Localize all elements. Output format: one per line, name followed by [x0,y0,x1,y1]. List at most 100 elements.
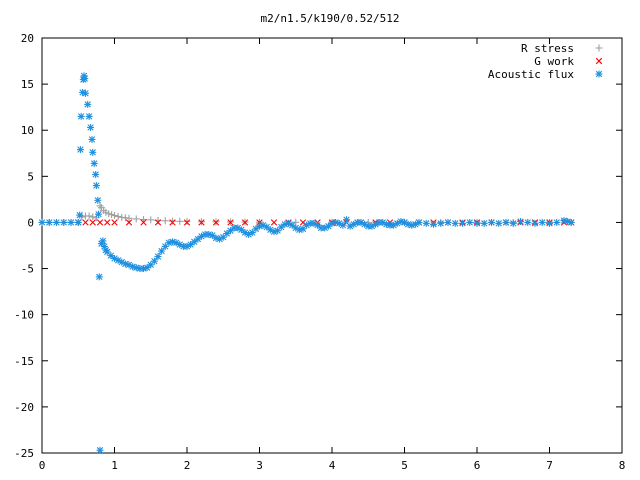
legend-label: G work [534,55,574,68]
data-point [132,215,140,223]
data-point [459,219,466,227]
legend-marker-stroke [595,70,603,78]
data-point-stroke [234,224,241,232]
data-point-stroke [67,219,75,226]
y-tick-label: 20 [21,32,34,45]
data-point-stroke [169,219,176,226]
data-point [183,219,191,226]
data-point [90,159,98,167]
data-point-stroke [122,260,129,268]
data-point-stroke [169,238,176,246]
legend-marker [595,44,603,52]
data-point [194,235,202,243]
data-point-stroke [267,226,274,234]
data-point-stroke [423,220,430,227]
data-point [314,221,321,229]
data-point-stroke [38,219,46,226]
data-point [176,217,184,225]
x-tick-label: 1 [111,459,118,472]
data-point-stroke [299,219,307,226]
data-point [60,218,68,226]
x-tick-label: 7 [546,459,553,472]
data-point-stroke [101,243,108,250]
x-tick-label: 6 [474,459,481,472]
data-point-stroke [99,237,107,245]
data-point-stroke [459,220,466,227]
data-point [95,210,103,218]
data-point-stroke [94,197,102,204]
data-point [114,212,122,220]
data-point-stroke [118,258,125,266]
data-point [154,219,162,226]
data-point [82,89,89,97]
data-point-stroke [165,239,173,246]
data-point [76,211,84,219]
data-point [343,216,350,224]
data-point [183,218,191,226]
data-point [531,219,539,227]
data-point [263,223,271,231]
data-point-stroke [444,219,452,226]
data-point-stroke [212,219,220,226]
data-point-stroke [114,257,122,264]
data-point-stroke [89,149,96,156]
data-point [208,231,216,239]
data-point-stroke [172,239,180,246]
data-point [524,218,532,226]
data-marks [38,72,575,454]
data-point-stroke [151,257,158,265]
y-tick-label: 15 [21,78,34,91]
data-point-stroke [560,217,568,224]
data-point [517,218,524,226]
data-point-stroke [546,220,553,227]
data-point-stroke [77,113,85,120]
data-point [252,225,260,233]
data-point [87,123,95,131]
data-point [553,218,561,226]
data-point [85,212,93,220]
data-point [89,213,97,221]
data-point-stroke [288,222,296,229]
data-point [111,212,118,220]
data-point [94,196,102,204]
data-point-stroke [212,234,220,242]
data-point-stroke [140,219,147,226]
chart-title: m2/n1.5/k190/0.52/512 [260,12,399,25]
data-point-stroke [125,219,133,226]
data-point-stroke [96,447,104,454]
data-point [143,264,151,272]
data-point [99,237,107,245]
data-point-stroke [383,221,390,228]
data-point-stroke [466,219,473,226]
data-point [150,257,158,265]
data-point [53,218,60,226]
x-tick-label: 2 [184,459,191,472]
data-point [140,219,147,226]
data-point [161,217,169,225]
data-point-stroke [310,220,318,227]
data-point-stroke [281,221,289,228]
data-point [81,75,89,83]
data-point [88,135,96,143]
data-point-stroke [60,219,67,226]
data-point-stroke [227,219,234,226]
data-point [444,218,452,226]
data-point-stroke [408,222,415,229]
data-point-stroke [89,219,96,226]
data-point [339,221,347,229]
data-point-stroke [241,229,249,236]
data-point-stroke [539,219,546,226]
data-point-stroke [568,219,575,226]
data-point-stroke [292,224,299,232]
x-tick-label: 3 [256,459,263,472]
data-point-stroke [361,221,368,228]
data-point-stroke [278,223,285,231]
data-point [187,241,195,249]
data-point-stroke [191,238,198,246]
data-point-stroke [285,220,292,227]
data-point-stroke [53,219,60,226]
axes-ticks: 0 1 2 3 4 5 6 7 8 20 15 10 5 0 -5 -10 -15 -20 -25 [14,32,625,472]
data-point-stroke [95,210,102,218]
